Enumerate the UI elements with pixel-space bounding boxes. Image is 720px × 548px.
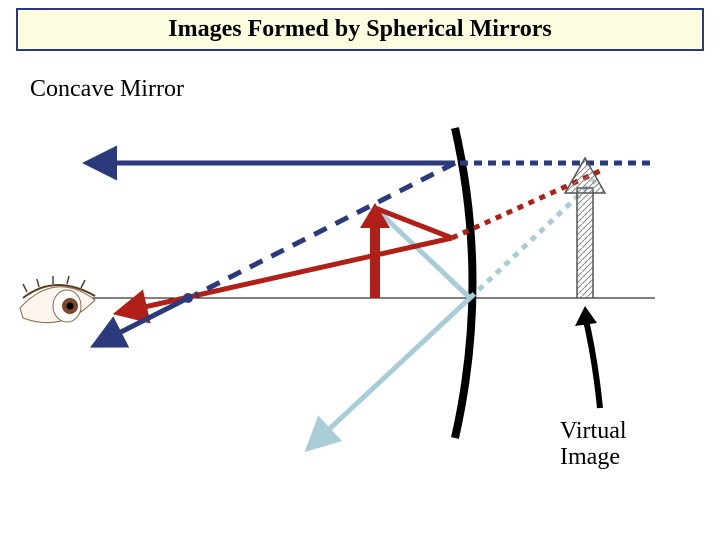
ray-light-reflect bbox=[325, 298, 470, 433]
virtual-image-arrow bbox=[565, 158, 605, 298]
virtual-image-label: Virtual Image bbox=[560, 418, 627, 471]
virtual-label-arrow bbox=[585, 316, 600, 408]
virtual-label-arrow-head bbox=[575, 306, 597, 326]
eye-icon bbox=[20, 276, 95, 323]
ray-through-center-dash bbox=[195, 163, 455, 295]
virtual-label-line1: Virtual bbox=[560, 418, 627, 444]
virtual-label-line2: Image bbox=[560, 444, 620, 470]
center-of-curvature bbox=[183, 293, 193, 303]
